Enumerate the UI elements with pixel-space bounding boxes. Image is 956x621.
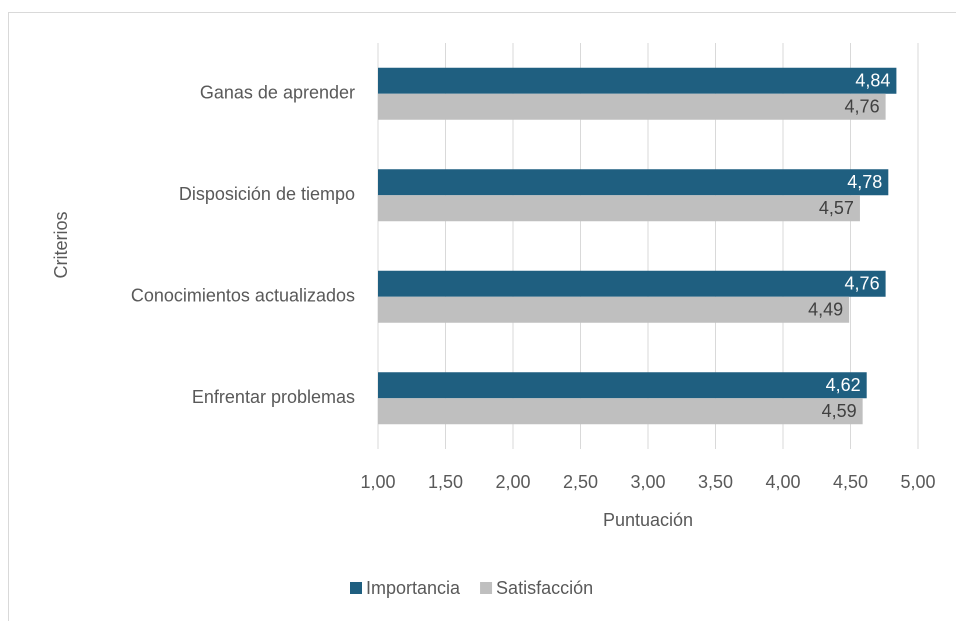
data-label: 4,76 [845, 274, 880, 294]
bar [378, 67, 897, 94]
bar [378, 296, 850, 323]
bar [378, 93, 886, 120]
legend-swatch [350, 582, 362, 594]
x-axis-title: Puntuación [603, 510, 693, 530]
data-label: 4,57 [819, 198, 854, 218]
y-tick-label: Ganas de aprender [200, 83, 355, 103]
x-tick-label: 3,00 [630, 472, 665, 492]
bar [378, 270, 886, 297]
x-tick-label: 4,00 [765, 472, 800, 492]
data-label: 4,84 [855, 71, 890, 91]
x-tick-label: 5,00 [900, 472, 935, 492]
x-tick-label: 1,00 [360, 472, 395, 492]
x-tick-label: 2,00 [495, 472, 530, 492]
y-tick-label: Conocimientos actualizados [131, 286, 355, 306]
x-tick-label: 3,50 [698, 472, 733, 492]
bar [378, 372, 867, 399]
y-axis-title: Criterios [51, 211, 71, 278]
chart-border [8, 12, 956, 621]
legend-swatch [480, 582, 493, 594]
x-tick-label: 1,50 [428, 472, 463, 492]
data-label: 4,62 [826, 375, 861, 395]
legend-label: Satisfacción [496, 578, 593, 598]
bar [378, 195, 860, 222]
x-tick-label: 2,50 [563, 472, 598, 492]
y-tick-label: Enfrentar problemas [192, 387, 355, 407]
y-tick-label: Disposición de tiempo [179, 184, 355, 204]
bar [378, 169, 889, 196]
data-label: 4,59 [822, 401, 857, 421]
data-label: 4,76 [845, 97, 880, 117]
legend-label: Importancia [366, 578, 461, 598]
data-label: 4,49 [808, 300, 843, 320]
x-tick-label: 4,50 [833, 472, 868, 492]
data-label: 4,78 [847, 172, 882, 192]
bar [378, 398, 863, 425]
